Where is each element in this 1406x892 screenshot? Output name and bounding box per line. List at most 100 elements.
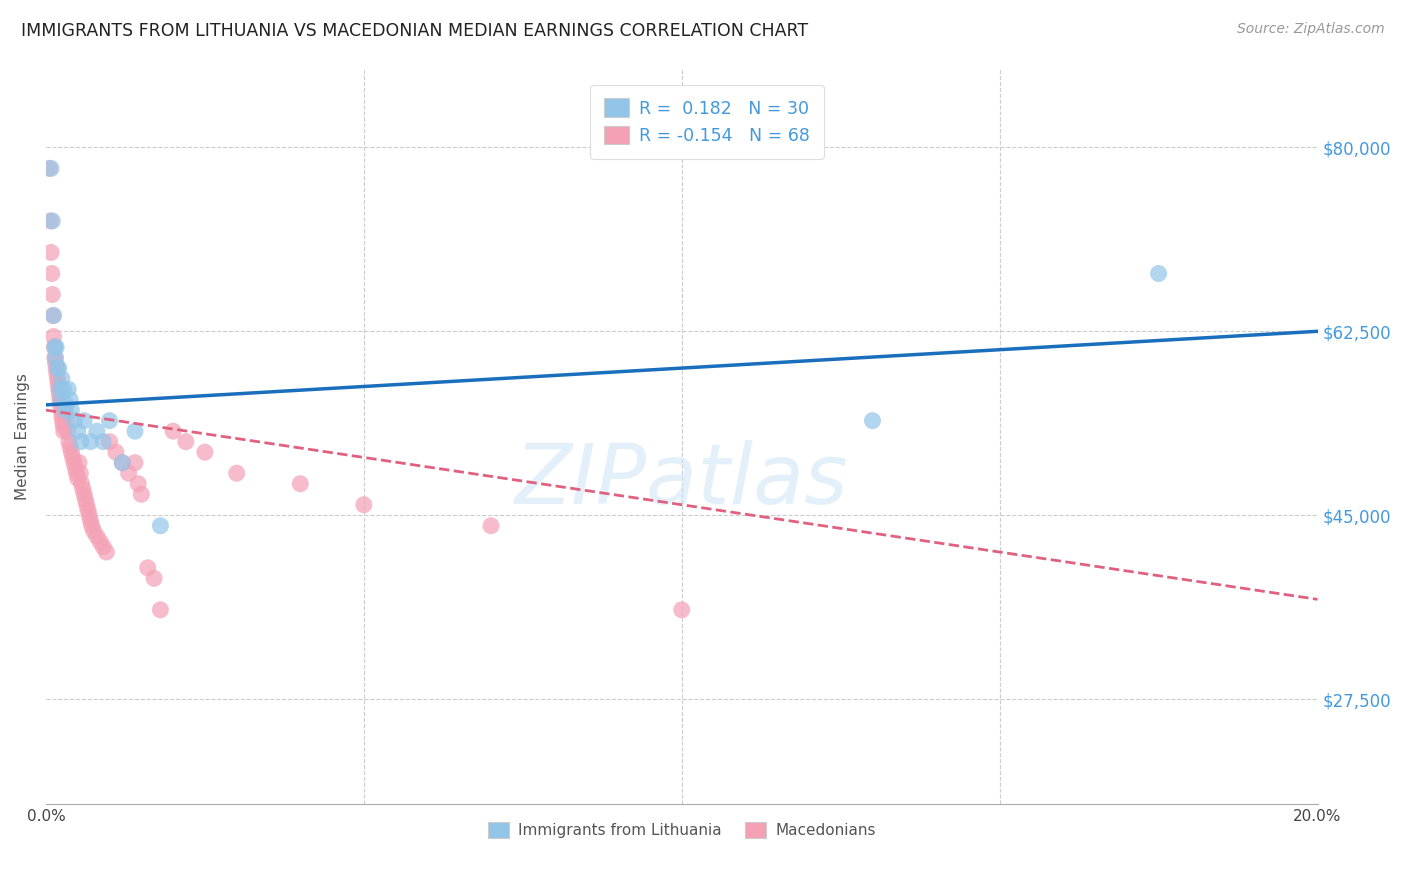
Point [89, 534, 111, 549]
Point [52, 382, 75, 396]
Point [98, 414, 121, 428]
Point [62, 450, 84, 465]
Point [124, 424, 146, 438]
Point [44, 356, 66, 370]
Point [77, 503, 100, 517]
Point [42, 309, 65, 323]
Point [48, 382, 70, 396]
Point [1147, 267, 1170, 281]
Point [353, 498, 375, 512]
Point [131, 487, 153, 501]
Point [38, 161, 60, 176]
Point [41, 267, 63, 281]
Point [45, 340, 67, 354]
Point [44, 340, 66, 354]
Point [44, 351, 66, 365]
Point [194, 445, 217, 459]
Text: ZIPatlas: ZIPatlas [515, 440, 849, 521]
Point [70, 434, 93, 449]
Point [66, 424, 89, 438]
Point [49, 382, 72, 396]
Point [46, 371, 69, 385]
Legend: Immigrants from Lithuania, Macedonians: Immigrants from Lithuania, Macedonians [482, 815, 882, 845]
Point [79, 434, 101, 449]
Point [51, 414, 73, 428]
Point [52, 424, 75, 438]
Point [41, 214, 63, 228]
Point [45, 367, 67, 381]
Point [91, 434, 114, 449]
Point [75, 492, 97, 507]
Point [174, 434, 197, 449]
Point [51, 371, 73, 385]
Point [53, 403, 76, 417]
Point [49, 392, 72, 407]
Point [66, 471, 89, 485]
Point [51, 403, 73, 417]
Point [39, 245, 62, 260]
Point [479, 518, 502, 533]
Point [42, 309, 65, 323]
Point [60, 403, 83, 417]
Point [111, 456, 134, 470]
Point [117, 467, 139, 481]
Point [86, 529, 108, 543]
Point [77, 508, 100, 523]
Point [44, 340, 66, 354]
Point [60, 445, 83, 459]
Point [862, 414, 884, 428]
Point [143, 571, 166, 585]
Point [65, 467, 87, 481]
Point [104, 445, 127, 459]
Point [63, 461, 86, 475]
Point [39, 161, 62, 176]
Point [45, 361, 67, 376]
Point [290, 476, 312, 491]
Point [671, 603, 693, 617]
Point [48, 361, 70, 376]
Point [127, 476, 149, 491]
Point [80, 518, 103, 533]
Point [149, 603, 172, 617]
Point [53, 403, 76, 417]
Point [73, 414, 96, 428]
Point [46, 361, 69, 376]
Point [136, 561, 159, 575]
Point [111, 456, 134, 470]
Point [48, 387, 70, 401]
Point [51, 392, 73, 407]
Point [91, 540, 114, 554]
Point [83, 524, 105, 538]
Point [63, 414, 86, 428]
Point [44, 351, 66, 365]
Point [58, 382, 80, 396]
Point [39, 214, 62, 228]
Point [162, 424, 184, 438]
Point [58, 434, 80, 449]
Point [96, 545, 118, 559]
Point [98, 434, 121, 449]
Y-axis label: Median Earnings: Median Earnings [15, 373, 30, 500]
Point [55, 414, 77, 428]
Point [73, 487, 96, 501]
Point [52, 418, 75, 433]
Point [63, 456, 86, 470]
Point [49, 398, 72, 412]
Point [42, 329, 65, 343]
Point [76, 498, 98, 512]
Point [70, 476, 93, 491]
Text: IMMIGRANTS FROM LITHUANIA VS MACEDONIAN MEDIAN EARNINGS CORRELATION CHART: IMMIGRANTS FROM LITHUANIA VS MACEDONIAN … [21, 22, 808, 40]
Point [79, 514, 101, 528]
Point [51, 409, 73, 423]
Point [149, 518, 172, 533]
Point [69, 467, 91, 481]
Point [41, 287, 63, 301]
Point [67, 456, 90, 470]
Point [56, 424, 79, 438]
Point [59, 392, 82, 407]
Point [59, 440, 82, 454]
Point [55, 398, 77, 412]
Point [46, 376, 69, 391]
Point [72, 482, 94, 496]
Point [124, 456, 146, 470]
